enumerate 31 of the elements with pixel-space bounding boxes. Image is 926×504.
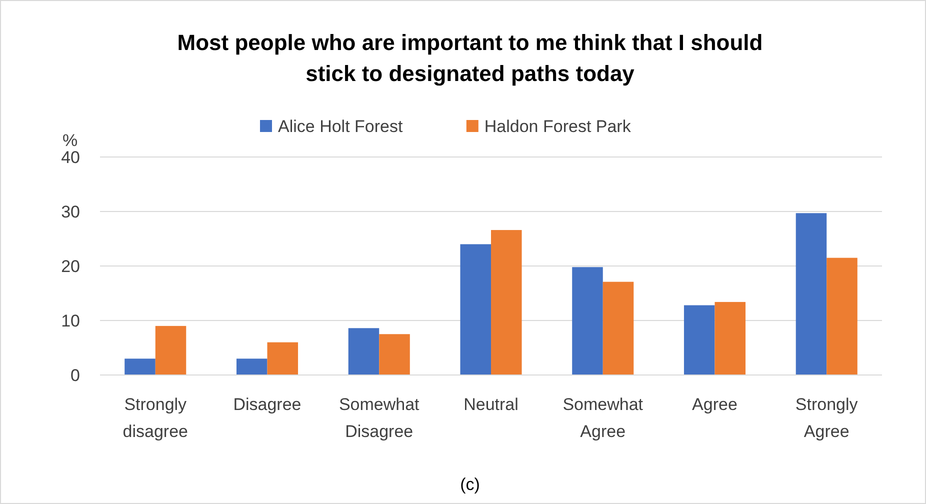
text: (c): [460, 475, 480, 494]
x-tick-label: Strongly Agree: [795, 395, 858, 441]
bar: [572, 267, 603, 375]
bar: [155, 326, 186, 375]
x-tick-label: Agree: [692, 395, 738, 414]
bar: [460, 244, 491, 375]
y-axis-title: %: [62, 131, 78, 150]
bar: [267, 342, 298, 375]
y-tick-label: 10: [61, 311, 80, 330]
y-tick-label: 40: [61, 148, 80, 167]
bar: [491, 230, 522, 375]
x-tick-label: Somewhat Disagree: [338, 395, 420, 441]
bar: [124, 358, 156, 375]
bar: [684, 305, 715, 375]
bar: [796, 213, 827, 375]
y-tick-label: 0: [70, 366, 80, 385]
bar: [379, 334, 410, 375]
bar: [236, 358, 268, 375]
legend-label: Alice Holt Forest: [278, 116, 403, 136]
y-tick-label: 30: [61, 202, 80, 222]
legend-label: Haldon Forest Park: [484, 116, 632, 136]
bar: [348, 328, 380, 375]
bar: [602, 282, 634, 375]
x-tick-label: Somewhat Agree: [562, 395, 644, 441]
y-tick-label: 20: [61, 256, 80, 276]
bar: [826, 258, 858, 375]
x-tick-label: Strongly disagree: [122, 395, 188, 441]
x-tick-label: Disagree: [233, 395, 302, 414]
chart-title: Most people who are important to me think that I should stick to designated paths today: [177, 30, 763, 86]
x-tick-label: Neutral: [464, 395, 518, 414]
bar: [714, 302, 746, 375]
